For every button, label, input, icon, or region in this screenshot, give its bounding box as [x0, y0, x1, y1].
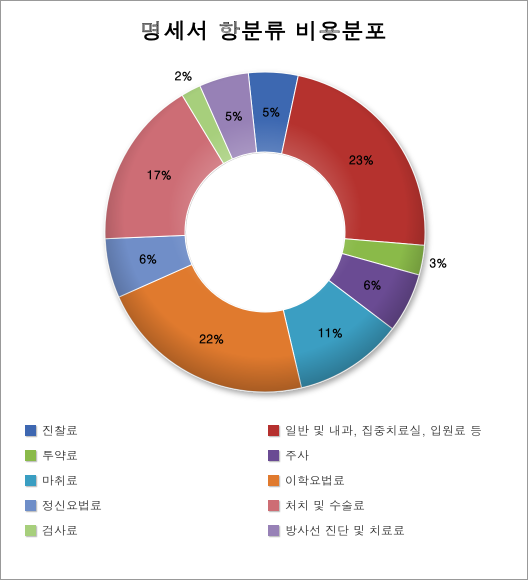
legend-item-7: 처치 및 수술료	[268, 497, 503, 514]
legend-item-5: 이학요법료	[268, 472, 503, 489]
legend-swatch-0	[25, 425, 36, 436]
legend-label-2: 투약료	[42, 447, 78, 464]
legend-swatch-6	[25, 500, 36, 511]
slice-label-4: 11%	[318, 324, 343, 341]
legend-item-6: 정신요법료	[25, 497, 260, 514]
legend-swatch-5	[268, 475, 279, 486]
slice-label-3: 6%	[363, 277, 381, 294]
slice-label-6: 6%	[139, 251, 157, 268]
legend-label-4: 마취료	[42, 472, 78, 489]
legend-item-8: 검사료	[25, 522, 260, 539]
slice-label-5: 22%	[199, 331, 224, 348]
legend-item-0: 진찰료	[25, 422, 260, 439]
slice-label-7: 17%	[147, 167, 172, 184]
legend-swatch-7	[268, 500, 279, 511]
legend-label-1: 일반 및 내과, 집중치료실, 입원료 등	[285, 422, 482, 439]
donut-chart: 5%23%3%6%11%22%6%17%2%5%	[95, 62, 435, 402]
chart-area: 5% 23% 3% 6% 11% 22% 6% 17% 2% 5%	[1, 52, 528, 412]
slice-label-0: 5%	[262, 104, 280, 121]
legend-label-3: 주사	[285, 447, 309, 464]
legend-swatch-8	[25, 525, 36, 536]
legend-label-8: 검사료	[42, 522, 78, 539]
legend-label-0: 진찰료	[42, 422, 78, 439]
legend-swatch-1	[268, 425, 279, 436]
slice-label-2: 3%	[429, 255, 447, 272]
legend-item-3: 주사	[268, 447, 503, 464]
slice-label-1: 23%	[349, 152, 374, 169]
slice-label-9: 5%	[225, 108, 243, 125]
legend-swatch-3	[268, 450, 279, 461]
legend-label-5: 이학요법료	[285, 472, 345, 489]
legend-label-6: 정신요법료	[42, 497, 102, 514]
legend: 진찰료 일반 및 내과, 집중치료실, 입원료 등투약료 주사마취료 이학요법료정신요…	[1, 412, 527, 553]
chart-title: 명세서 항분류 비용분포	[1, 1, 527, 52]
legend-item-9: 방사선 진단 및 치료료	[268, 522, 503, 539]
legend-swatch-4	[25, 475, 36, 486]
legend-swatch-9	[268, 525, 279, 536]
legend-item-4: 마취료	[25, 472, 260, 489]
legend-label-9: 방사선 진단 및 치료료	[285, 522, 405, 539]
legend-item-1: 일반 및 내과, 집중치료실, 입원료 등	[268, 422, 503, 439]
slice-label-8: 2%	[174, 68, 192, 85]
legend-swatch-2	[25, 450, 36, 461]
legend-label-7: 처치 및 수술료	[285, 497, 365, 514]
legend-item-2: 투약료	[25, 447, 260, 464]
